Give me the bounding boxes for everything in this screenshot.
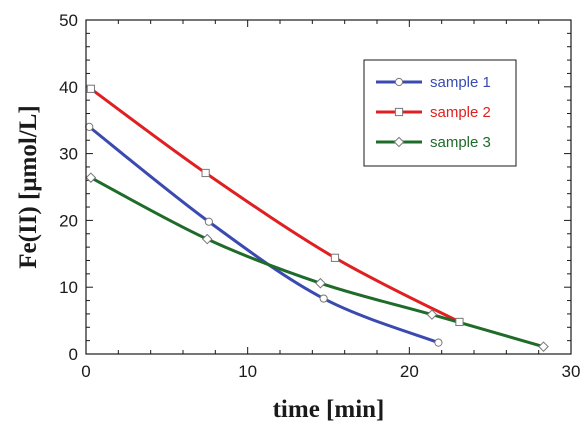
data-point-series-1 [85,122,94,131]
y-tick-label: 50 [59,11,78,30]
y-axis-title: Fe(II) [μmol/L] [15,105,42,268]
legend-marker-1 [394,77,404,87]
data-point-series-3 [201,233,213,245]
plot-frame [85,19,572,355]
data-point-series-2 [201,168,210,178]
y-tick-label: 10 [59,278,78,297]
x-tick-label: 20 [400,362,419,381]
legend-marker-3 [393,136,405,148]
series-line-2 [89,87,461,324]
data-point-series-1 [319,294,328,303]
data-point-series-3 [315,277,326,289]
data-point-series-2 [86,84,95,93]
data-point-series-3 [85,172,97,183]
y-tick-label: 20 [59,211,78,230]
legend-label-1: sample 1 [430,74,491,91]
legend-label-2: sample 2 [430,104,491,121]
series-line-3 [89,176,546,349]
y-tick-label: 30 [59,145,78,164]
x-tick-label: 10 [238,362,257,381]
legend-marker-2 [394,107,404,117]
data-point-series-2 [455,317,464,327]
data-point-series-1 [204,217,213,226]
data-point-series-3 [538,341,549,352]
x-axis-title: time [min] [273,396,385,423]
x-tick-label: 30 [562,362,581,381]
data-point-series-3 [426,309,438,320]
y-tick-label: 40 [59,78,78,97]
y-tick-label: 0 [69,345,78,364]
legend-label-3: sample 3 [430,134,491,151]
data-point-series-2 [330,253,340,262]
data-point-series-1 [434,338,443,347]
x-tick-label: 0 [81,362,90,381]
series-line-1 [87,125,440,345]
